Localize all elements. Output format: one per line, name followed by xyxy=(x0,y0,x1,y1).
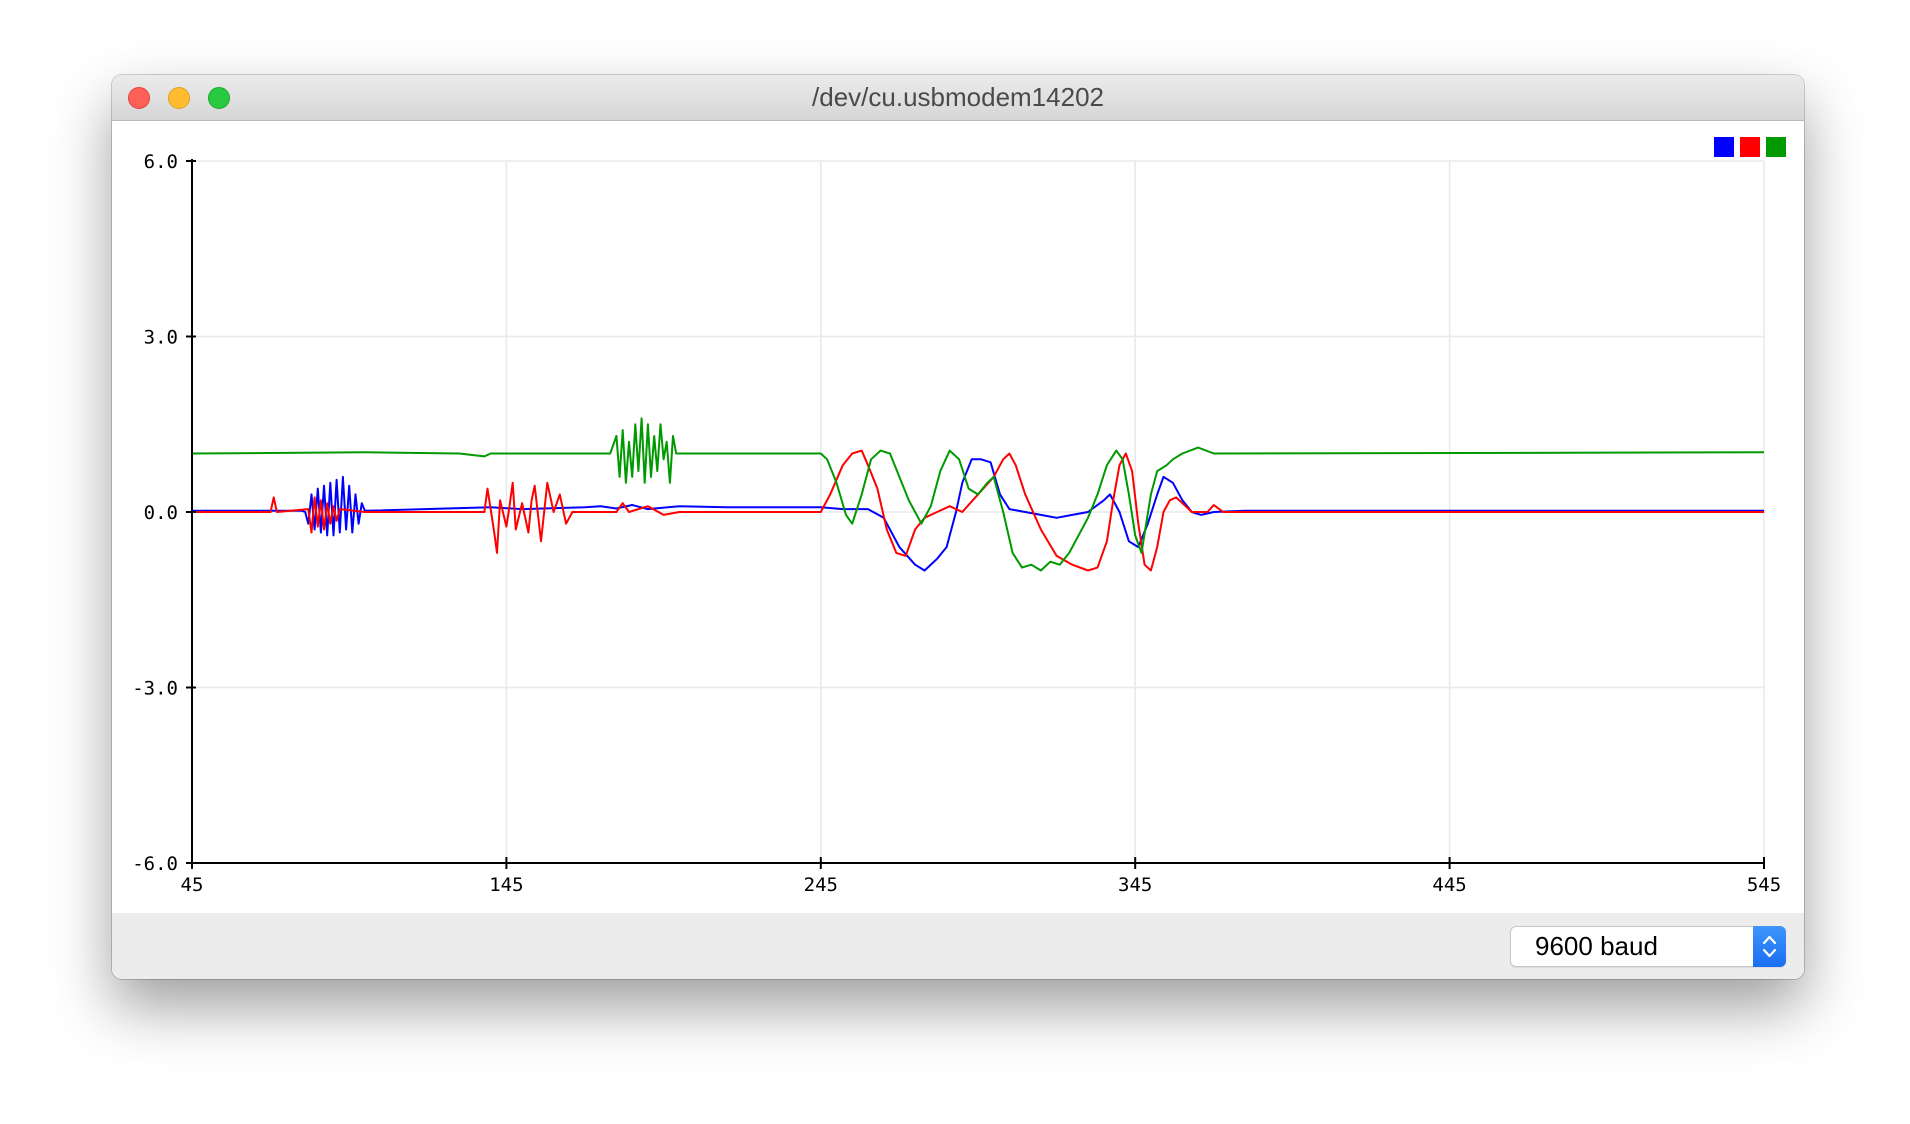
serial-plotter-window: /dev/cu.usbmodem14202 6.0 3.0 0.0 -3.0 -6.0 4… xyxy=(112,75,1804,979)
x-tick-label: 345 xyxy=(1118,874,1152,896)
legend xyxy=(1714,137,1786,157)
x-tick-label: 545 xyxy=(1747,874,1781,896)
legend-swatch-3 xyxy=(1766,137,1786,157)
y-tick-label: 6.0 xyxy=(144,151,178,173)
minimize-button[interactable] xyxy=(168,87,190,109)
footer-bar: 9600 baud xyxy=(112,913,1804,979)
y-tick-label: -6.0 xyxy=(132,853,178,875)
x-tick-label: 445 xyxy=(1432,874,1466,896)
axes: 6.0 3.0 0.0 -3.0 -6.045 145 245 345 445 545 xyxy=(132,151,1781,896)
y-tick-label: 3.0 xyxy=(144,327,178,349)
baud-rate-select[interactable]: 9600 baud xyxy=(1510,926,1786,967)
x-tick-label: 45 xyxy=(181,874,204,896)
legend-swatch-2 xyxy=(1740,137,1760,157)
x-tick-label: 245 xyxy=(804,874,838,896)
series-line-1 xyxy=(192,458,1764,572)
series-line-2 xyxy=(192,449,1764,572)
chevron-up-down-icon xyxy=(1762,935,1777,958)
legend-swatch-1 xyxy=(1714,137,1734,157)
y-tick-label: -3.0 xyxy=(132,678,178,700)
y-tick-label: 0.0 xyxy=(144,502,178,524)
window-title: /dev/cu.usbmodem14202 xyxy=(812,82,1104,112)
select-stepper[interactable] xyxy=(1753,926,1786,967)
series-lines xyxy=(191,417,1765,572)
close-button[interactable] xyxy=(128,87,150,109)
plot-area: 6.0 3.0 0.0 -3.0 -6.0 45 145 245 345 445 545 xyxy=(112,121,1804,913)
baud-rate-value: 9600 baud xyxy=(1535,931,1658,961)
zoom-button[interactable] xyxy=(208,87,230,109)
title-bar[interactable]: /dev/cu.usbmodem14202 xyxy=(112,75,1804,121)
series-line-3 xyxy=(191,417,1765,572)
x-tick-label: 145 xyxy=(489,874,523,896)
serial-plot-chart: 6.0 3.0 0.0 -3.0 -6.045 145 245 345 445 545 xyxy=(132,137,1786,896)
